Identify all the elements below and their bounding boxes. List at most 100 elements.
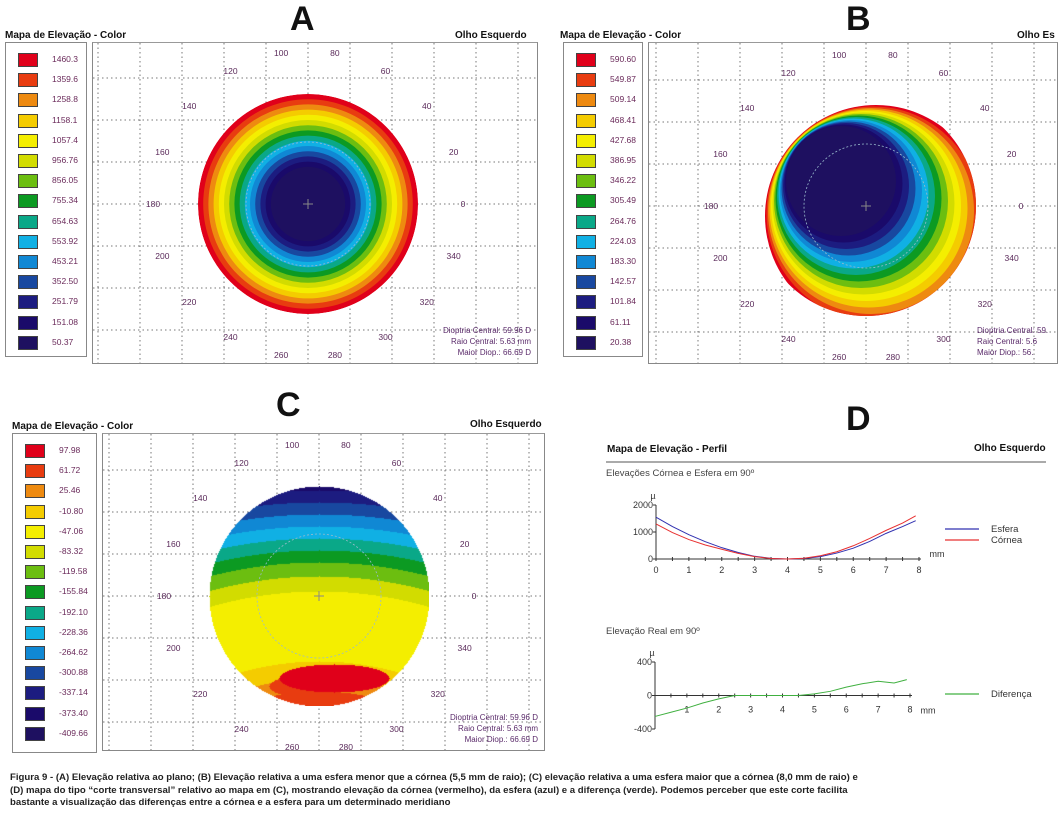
legend-value: 20.38 — [610, 336, 632, 347]
panel-a-color-legend: 1460.3 1359.6 1258.8 1158.1 1057.4 956.76 856.… — [5, 42, 87, 357]
legend-value: 305.49 — [610, 195, 636, 206]
elevation-contours — [765, 105, 976, 316]
legend-swatch — [25, 706, 45, 721]
map-info-line: Maior Diop.: 56. — [977, 348, 1034, 357]
legend-swatch — [25, 646, 45, 660]
meridian-label: 180 — [145, 199, 161, 209]
legend-swatch — [18, 335, 38, 350]
meridian-label: 240 — [234, 723, 249, 734]
x-tick-label: 3 — [752, 565, 757, 575]
legend-swatch — [576, 275, 596, 290]
meridian-label: 200 — [166, 643, 181, 654]
legend-value: 654.63 — [52, 215, 78, 226]
legend-value: 755.34 — [52, 195, 78, 206]
legend-swatch — [25, 605, 45, 620]
legend-value: -192.10 — [59, 606, 88, 617]
legend-swatch — [18, 315, 38, 330]
x-tick-label: 7 — [884, 565, 889, 575]
map-info-line: Dioptria Central: 59.96 D — [442, 326, 531, 335]
legend-swatch — [25, 444, 45, 458]
legend-value: 352.50 — [52, 276, 78, 287]
meridian-label: 320 — [419, 297, 434, 308]
meridian-label: 120 — [234, 458, 249, 469]
y-tick-label: -400 — [634, 724, 652, 734]
x-tick-label: 0 — [653, 565, 658, 575]
chart1-title: Elevações Córnea e Esfera em 90º — [606, 468, 755, 479]
map-overlay — [803, 143, 929, 269]
legend-value: -228.36 — [59, 626, 88, 637]
x-tick-label: 2 — [716, 705, 721, 715]
y-tick-label: 1000 — [633, 527, 653, 537]
legend-value: 142.57 — [610, 276, 636, 287]
legend-swatch — [25, 504, 45, 519]
legend-value: 346.22 — [610, 175, 636, 186]
meridian-label: 20 — [1006, 148, 1017, 159]
meridian-label: 180 — [703, 201, 719, 211]
meridian-label: 100 — [273, 48, 289, 59]
legend-swatch — [576, 194, 596, 209]
legend-swatch — [18, 133, 38, 148]
map-info-line: Dioptria Central: 59. — [977, 326, 1049, 335]
meridian-label: 40 — [980, 102, 990, 113]
map-info-line: Raio Central: 5.63 mm — [450, 337, 531, 346]
meridian-label: 40 — [433, 492, 443, 503]
y-tick-label: 0 — [648, 554, 653, 564]
legend-value: 590.60 — [610, 54, 636, 64]
meridian-label: 140 — [740, 102, 755, 113]
meridian-label: 200 — [155, 251, 170, 262]
meridian-label: 60 — [380, 66, 391, 77]
map-canvas — [649, 43, 1057, 363]
legend-swatch — [18, 214, 38, 229]
x-tick-label: 5 — [812, 705, 817, 715]
x-tick-label: 4 — [785, 565, 790, 575]
caption-line: Figura 9 - (A) Elevação relativa ao plan… — [10, 772, 858, 783]
meridian-label: 40 — [422, 100, 432, 111]
meridian-label: 260 — [831, 351, 847, 362]
legend-swatch — [576, 335, 596, 350]
legend-value: -10.80 — [59, 505, 84, 516]
meridian-label: 60 — [938, 68, 949, 79]
caption-line: (D) mapa do tipo “corte transversal” rel… — [10, 784, 848, 796]
legend-swatch — [18, 73, 38, 88]
legend-swatch — [18, 93, 38, 108]
panel-c-color-legend: 97.98 61.72 25.46 -10.80 -47.06 -83.32 -119.58… — [12, 433, 97, 753]
legend-value: 1158.1 — [52, 114, 78, 125]
meridian-label: 160 — [713, 148, 728, 159]
legend-value: 856.05 — [52, 175, 78, 186]
panel-a-eye: Olho Esquerdo — [455, 30, 527, 41]
legend-value: 427.68 — [610, 134, 636, 145]
caption-line: bastante a visualização das diferenças e… — [10, 797, 451, 808]
legend-value: 61.72 — [59, 465, 81, 476]
x-tick-label: 8 — [907, 705, 912, 715]
legend-swatch — [25, 484, 45, 499]
legend-swatch — [576, 73, 596, 88]
legend-swatch — [576, 234, 596, 249]
map-overlay — [245, 141, 371, 267]
legend-value: 1460.3 — [52, 54, 78, 64]
legend-value: -264.62 — [59, 647, 88, 657]
map-info-line: Raio Central: 5.6 — [977, 337, 1038, 346]
meridian-label: 280 — [338, 741, 353, 751]
meridian-label: 20 — [459, 538, 470, 549]
meridian-label: 0 — [460, 199, 466, 209]
legend-swatch — [576, 93, 596, 108]
meridian-label: 240 — [223, 331, 238, 342]
legend-swatch — [18, 275, 38, 290]
legend-swatch — [18, 154, 38, 168]
panel-d-eye: Olho Esquerdo — [974, 443, 1046, 454]
meridian-label: 160 — [166, 538, 181, 549]
x-tick-label: 4 — [780, 705, 785, 715]
legend-swatch — [576, 214, 596, 229]
panel-b-letter: B — [846, 0, 871, 38]
legend-value: 224.03 — [610, 235, 636, 246]
meridian-label: 300 — [378, 331, 393, 342]
panel-a-title: Mapa de Elevação - Color — [5, 30, 127, 41]
legend-value: 183.30 — [610, 256, 636, 266]
pupil-circle — [245, 141, 371, 267]
legend-value: 1359.6 — [52, 74, 78, 85]
panel-d-letter: D — [846, 400, 871, 438]
x-tick-label: 1 — [684, 705, 689, 715]
legend-value: -373.40 — [59, 707, 88, 718]
legend-value: 61.11 — [610, 316, 631, 327]
